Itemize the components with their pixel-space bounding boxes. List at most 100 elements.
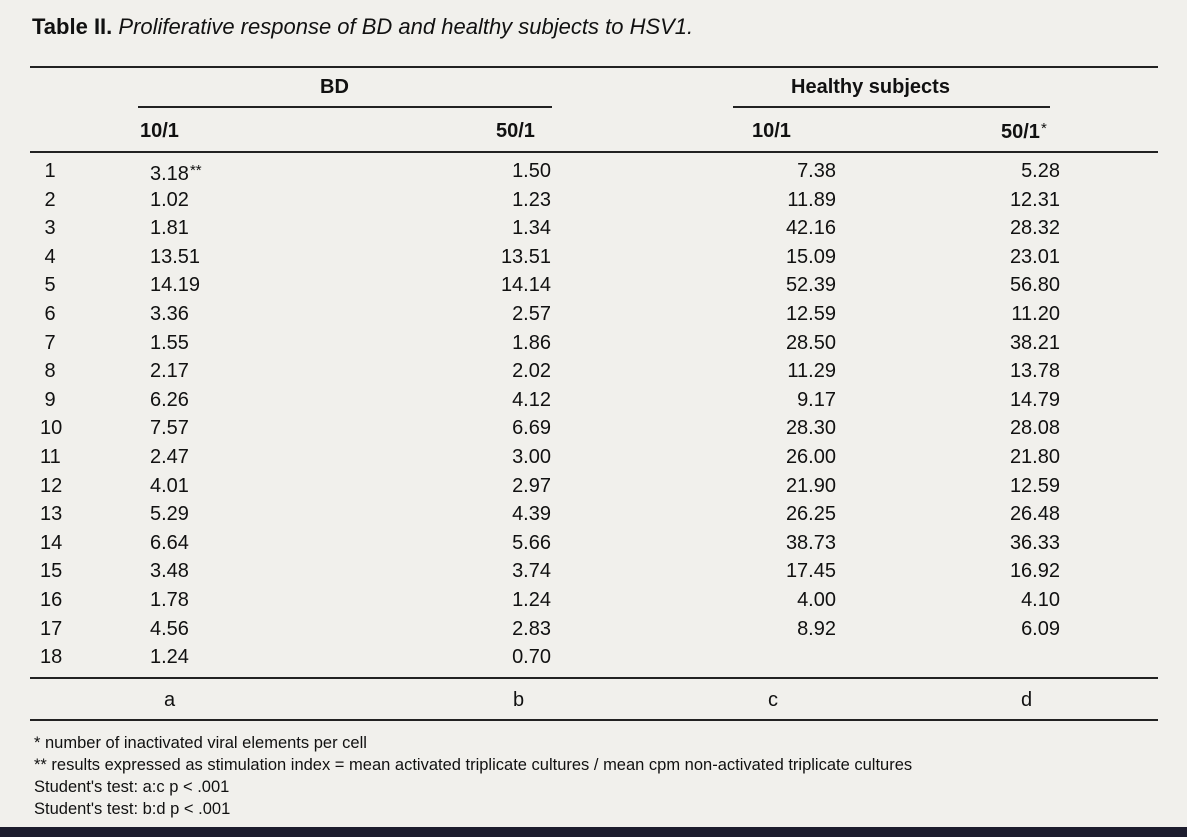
cell-value: 12.59 bbox=[785, 302, 836, 325]
table-row: 4 13.51 13.51 15.09 23.01 bbox=[0, 243, 1187, 272]
bd-10-1-cell: 3.48 bbox=[150, 557, 189, 586]
subject-number-cell: 17 bbox=[40, 615, 63, 644]
cell-value: 26.48 bbox=[1009, 503, 1060, 526]
cell-value: 11.20 bbox=[1011, 302, 1060, 325]
table-title: Proliferative response of BD and healthy… bbox=[118, 14, 694, 39]
cell-value: 4.00 bbox=[797, 588, 836, 611]
bd-10-1-cell: 4.01 bbox=[150, 472, 189, 501]
cell-value: 2 bbox=[44, 188, 56, 211]
healthy-10-1-cell: 11.89 bbox=[787, 186, 836, 215]
cell-value: 18 bbox=[40, 646, 63, 669]
bd-10-1-cell: 3.18** bbox=[150, 157, 202, 189]
cell-value: 12.59 bbox=[1009, 474, 1060, 497]
cell-value: 1.24 bbox=[150, 646, 189, 669]
healthy-50-1-cell: 12.31 bbox=[1010, 186, 1060, 215]
subject-number-cell: 11 bbox=[40, 443, 61, 472]
bd-10-1-cell: 14.19 bbox=[150, 271, 200, 300]
healthy-10-1-cell: 9.17 bbox=[797, 386, 836, 415]
healthy-50-1-cell: 28.32 bbox=[1010, 214, 1060, 243]
table-row: 16 1.78 1.24 4.00 4.10 bbox=[0, 586, 1187, 615]
cell-value: 16.92 bbox=[1009, 560, 1060, 583]
bd-50-1-cell: 2.02 bbox=[512, 357, 551, 386]
cell-value: 21.90 bbox=[785, 474, 836, 497]
cell-value: 9 bbox=[44, 388, 56, 411]
healthy-50-1-cell: 5.28 bbox=[1021, 157, 1060, 186]
subject-number-cell: 9 bbox=[40, 386, 60, 415]
subject-number-cell: 15 bbox=[40, 557, 62, 586]
cell-value: 14.14 bbox=[500, 274, 551, 297]
cell-value: 28.50 bbox=[785, 331, 836, 354]
healthy-50-1-cell: 38.21 bbox=[1010, 329, 1060, 358]
subject-number-cell: 16 bbox=[40, 586, 63, 615]
bd-50-1-cell: 4.39 bbox=[512, 500, 551, 529]
cell-value: 3.74 bbox=[512, 560, 551, 583]
footnote-3: Student's test: a:c p < .001 bbox=[34, 778, 230, 796]
cell-value: 16 bbox=[40, 588, 63, 611]
healthy-group-underline bbox=[733, 106, 1050, 108]
bd-10-1-cell: 3.36 bbox=[150, 300, 189, 329]
cell-value: 3.48 bbox=[150, 560, 189, 583]
healthy-10-1-cell: 12.59 bbox=[786, 300, 836, 329]
subject-number-cell: 18 bbox=[40, 643, 63, 672]
cell-value: 28.08 bbox=[1009, 417, 1060, 440]
bd-50-1-cell: 3.74 bbox=[512, 557, 551, 586]
bd-10-1-cell: 4.56 bbox=[150, 615, 189, 644]
healthy-10-1-cell: 7.38 bbox=[797, 157, 836, 186]
column-letter-c: c bbox=[768, 689, 778, 711]
table-row: 7 1.55 1.86 28.50 38.21 bbox=[0, 329, 1187, 358]
cell-value: 17 bbox=[40, 617, 63, 640]
subject-number-cell: 1 bbox=[40, 157, 60, 186]
bd-50-1-cell: 2.83 bbox=[512, 615, 551, 644]
bd-10-1-cell: 6.26 bbox=[150, 386, 189, 415]
healthy-10-1-cell: 52.39 bbox=[786, 271, 836, 300]
table-label: Table II. bbox=[32, 14, 113, 39]
table-row: 11 2.47 3.00 26.00 21.80 bbox=[0, 443, 1187, 472]
bd-10-1-cell: 1.81 bbox=[150, 214, 189, 243]
top-rule bbox=[30, 66, 1158, 68]
cell-value: 11.29 bbox=[787, 360, 836, 383]
healthy-50-1-cell: 4.10 bbox=[1021, 586, 1060, 615]
bd-50-1-cell: 1.86 bbox=[512, 329, 551, 358]
bd-10-1-cell: 7.57 bbox=[150, 414, 189, 443]
cell-value: 10 bbox=[40, 417, 63, 440]
table-row: 13 5.29 4.39 26.25 26.48 bbox=[0, 500, 1187, 529]
cell-value: 2.57 bbox=[512, 302, 551, 325]
cell-value: 1.24 bbox=[512, 588, 551, 611]
healthy-10-1-cell: 26.00 bbox=[786, 443, 836, 472]
healthy-10-1-cell: 4.00 bbox=[797, 586, 836, 615]
cell-value: 7 bbox=[44, 331, 56, 354]
cell-value: 14.19 bbox=[150, 274, 201, 297]
bd-10-1-cell: 1.24 bbox=[150, 643, 189, 672]
footnote-1: * number of inactivated viral elements p… bbox=[34, 734, 367, 752]
cell-value: 1.02 bbox=[150, 188, 189, 211]
bottom-edge-bar bbox=[0, 827, 1187, 837]
cell-value: 5.29 bbox=[150, 503, 189, 526]
cell-value: 13.51 bbox=[150, 245, 201, 268]
cell-value: 17.45 bbox=[785, 560, 836, 583]
cell-value: 42.16 bbox=[785, 217, 836, 240]
cell-value: 21.80 bbox=[1009, 445, 1060, 468]
bd-50-1-cell: 2.57 bbox=[512, 300, 551, 329]
healthy-10-1-cell: 28.30 bbox=[786, 414, 836, 443]
cell-value: 5.66 bbox=[512, 531, 551, 554]
bd-10-1-cell: 13.51 bbox=[150, 243, 200, 272]
healthy-10-1-cell: 11.29 bbox=[787, 357, 836, 386]
cell-value: 1.34 bbox=[512, 217, 551, 240]
subject-number-cell: 14 bbox=[40, 529, 62, 558]
healthy-10-1-cell: 42.16 bbox=[786, 214, 836, 243]
cell-value: 3.18 bbox=[150, 163, 189, 185]
footnote-mark: ** bbox=[189, 162, 202, 179]
bd-10-1-cell: 6.64 bbox=[150, 529, 189, 558]
healthy-10-1-cell: 8.92 bbox=[797, 615, 836, 644]
cell-value: 7.57 bbox=[150, 417, 189, 440]
healthy-50-1-cell: 23.01 bbox=[1010, 243, 1060, 272]
healthy-10-1-cell: 15.09 bbox=[786, 243, 836, 272]
body-bottom-rule bbox=[30, 677, 1158, 679]
cell-value: 9.17 bbox=[797, 388, 836, 411]
bd-50-1-cell: 5.66 bbox=[512, 529, 551, 558]
col-header-footnote-mark: * bbox=[1040, 120, 1047, 137]
cell-value: 1.50 bbox=[512, 160, 551, 182]
cell-value: 3.00 bbox=[512, 445, 551, 468]
table-row: 1 3.18** 1.50 7.38 5.28 bbox=[0, 157, 1187, 186]
